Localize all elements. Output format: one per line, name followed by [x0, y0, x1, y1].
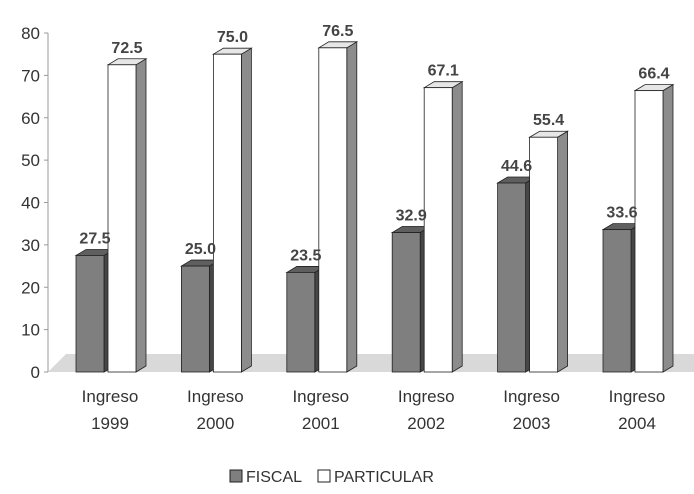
bar-front	[529, 136, 558, 373]
y-tick-label: 70	[21, 66, 40, 85]
category-label: 2004	[618, 414, 656, 433]
category-label: 2002	[407, 414, 445, 433]
category-label: Ingreso	[82, 387, 139, 406]
y-tick-label: 60	[21, 109, 40, 128]
data-label-fiscal: 27.5	[79, 230, 110, 247]
data-label-particular: 76.5	[322, 23, 353, 40]
bars	[74, 41, 675, 373]
y-tick-label: 0	[31, 363, 40, 382]
bar-front	[318, 47, 348, 373]
y-tick-label: 30	[21, 236, 40, 255]
bar-side	[451, 80, 463, 373]
category-label: Ingreso	[503, 387, 560, 406]
legend-swatch-fiscal	[229, 469, 243, 483]
category-label: Ingreso	[292, 387, 349, 406]
data-label-fiscal: 33.6	[606, 205, 637, 222]
bar-front	[423, 87, 453, 373]
bar-front	[75, 255, 105, 373]
category-labels: Ingreso 1999 Ingreso 2000 Ingreso 2001 Ingreso…	[82, 387, 666, 433]
category-label: 2003	[513, 414, 551, 433]
category-label: 2000	[196, 414, 234, 433]
bar-front	[180, 265, 210, 373]
category-label: 2001	[302, 414, 340, 433]
bar-side	[557, 130, 568, 373]
data-label-fiscal: 25.0	[185, 241, 216, 258]
data-label-particular: 75.0	[217, 29, 248, 46]
y-tick-label: 40	[21, 194, 40, 213]
legend-swatch-particular	[317, 469, 331, 483]
bar-front	[391, 232, 421, 373]
y-tick-label: 20	[21, 278, 40, 297]
y-tick-label: 80	[21, 24, 40, 43]
bar-fiscal	[601, 222, 643, 373]
y-axis: 0 10 20 30 40 50 60 70 80	[21, 24, 49, 382]
category-label: 1999	[91, 414, 129, 433]
y-tick-label: 10	[21, 321, 40, 340]
bar-particular	[422, 80, 464, 373]
bar-front	[602, 229, 632, 373]
bar-front	[212, 53, 242, 373]
bar-side	[135, 58, 147, 373]
data-label-particular: 66.4	[638, 66, 669, 83]
category-label: Ingreso	[609, 387, 666, 406]
legend: FISCAL PARTICULAR	[229, 469, 434, 486]
bar-front	[286, 272, 316, 373]
data-label-fiscal: 23.5	[290, 247, 321, 264]
bar-front	[497, 182, 527, 373]
bar-side	[346, 41, 358, 373]
data-label-fiscal: 44.6	[501, 158, 532, 175]
category-label: Ingreso	[398, 387, 455, 406]
data-label-particular: 72.5	[111, 40, 142, 57]
bar-particular	[211, 47, 253, 373]
bar-particular	[528, 130, 570, 373]
y-tick-label: 50	[21, 151, 40, 170]
bar-side	[662, 83, 674, 373]
data-label-particular: 55.4	[533, 112, 564, 129]
bar-front	[634, 90, 664, 373]
bar-side	[240, 47, 252, 373]
legend-label-particular: PARTICULAR	[334, 469, 434, 486]
data-label-fiscal: 32.9	[396, 208, 427, 225]
bar-particular	[633, 83, 675, 373]
bar-front	[107, 64, 137, 373]
legend-label-fiscal: FISCAL	[246, 469, 302, 486]
bar-particular	[106, 58, 148, 373]
data-label-particular: 67.1	[428, 63, 459, 80]
data-labels: 27.5 72.5 25.0 75.0 23.5 76.5 32.9 67.1 44.6 55.4…	[79, 23, 669, 265]
bar-particular	[317, 41, 359, 373]
category-label: Ingreso	[187, 387, 244, 406]
